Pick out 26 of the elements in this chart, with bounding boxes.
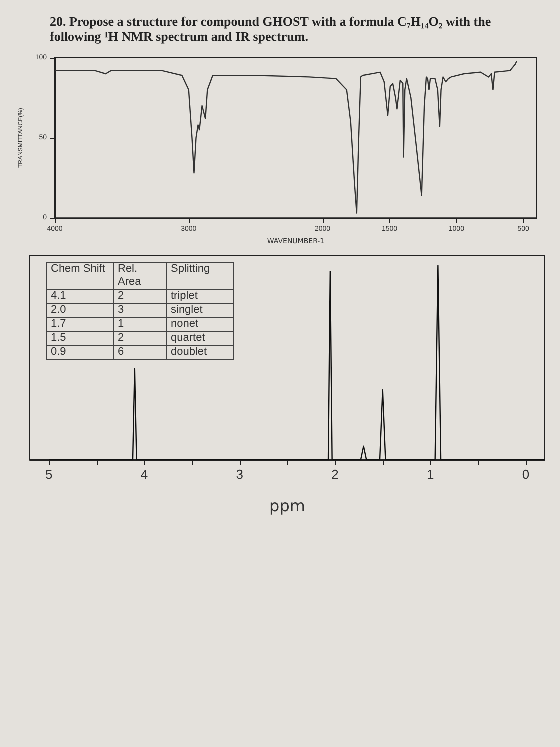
annotation: singlet [166,304,234,318]
annotation: Rel. Area [114,262,166,290]
x-tick-label: 4 [140,467,148,482]
chart-title: 20. Propose a structure for compound GHOST with a formula C₇H₁₄O₂ with the following ¹H NMR spectrum and IR spectrum. [50,14,492,44]
x-tick-label: 0 [522,467,530,482]
annotation: doublet [166,346,234,360]
annotation: 2 [114,332,166,346]
x-tick-label: 3 [236,467,244,482]
annotation: 2 [114,290,166,304]
x-axis-title: ppm [270,496,306,516]
annotation: 4.1 [46,290,114,304]
annotation: 3 [114,304,166,318]
annotation: nonet [166,318,234,332]
x-tick-label: 1 [426,467,434,482]
annotation: Chem Shift [46,262,114,290]
x-tick-label: 2 [332,467,339,482]
annotation: triplet [166,290,234,304]
annotation: 2.0 [46,304,114,318]
annotation: 0.9 [46,346,114,360]
annotation: 1.5 [46,332,114,346]
annotation: 1.7 [46,318,114,332]
annotation: 1 [114,318,166,332]
annotation: quartet [166,332,234,346]
annotation: Splitting [166,262,234,290]
annotation: 6 [114,346,166,360]
x-tick-label: 5 [45,467,53,482]
